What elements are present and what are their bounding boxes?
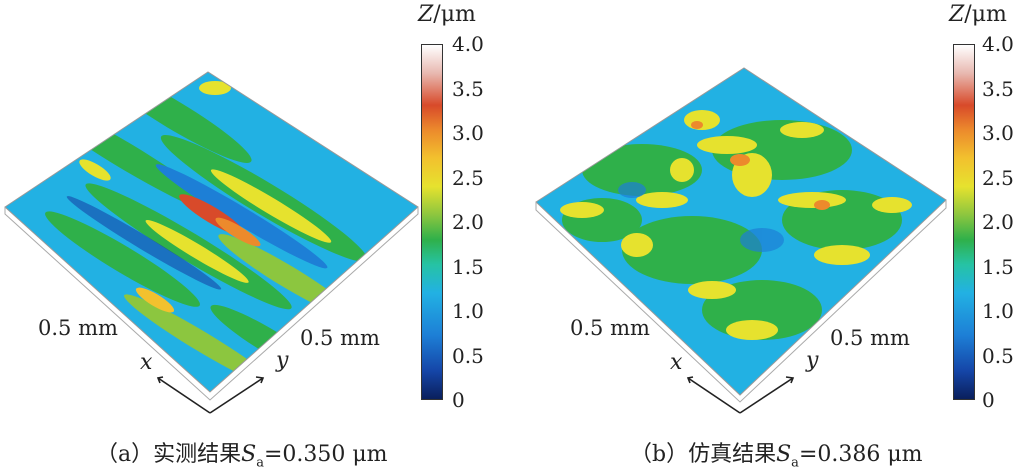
surface-features <box>560 110 912 340</box>
y-extent-label: 0.5 mm <box>830 326 910 350</box>
colorbar-tick: 4.0 <box>452 32 484 56</box>
caption-simulated: （b）仿真结果Sa=0.386 μm <box>630 442 923 471</box>
x-axis-var: x <box>140 350 153 375</box>
y-axis-var: y <box>806 348 819 373</box>
colorbar-tick: 0 <box>982 388 995 412</box>
panel-measured: 0.5 mm 0.5 mm x y Z/μm 4.0 3.5 3.0 2.5 2… <box>4 2 484 471</box>
x-extent-label: 0.5 mm <box>570 316 650 340</box>
colorbar-tick: 2.0 <box>982 210 1014 234</box>
colorbar-tick: 3.5 <box>452 77 484 101</box>
axis-arrows <box>156 376 265 414</box>
panel-simulated: 0.5 mm 0.5 mm x y Z/μm 4.0 3.5 3.0 2.5 2… <box>512 0 1024 473</box>
colorbar-tick: 0.5 <box>452 344 484 368</box>
colorbar-tick: 2.5 <box>982 166 1014 190</box>
colorbar-tick: 4.0 <box>982 32 1014 56</box>
colorbar <box>421 44 443 400</box>
colorbar-tick: 0.5 <box>982 344 1014 368</box>
colorbar-tick: 2.0 <box>452 210 484 234</box>
colorbar-tick: 0 <box>452 388 465 412</box>
colorbar-tick: 1.0 <box>982 299 1014 323</box>
colorbar-tick: 1.5 <box>982 255 1014 279</box>
colorbar-tick: 3.0 <box>982 121 1014 145</box>
surface-plot-measured <box>4 71 419 414</box>
colorbar-tick: 3.0 <box>452 121 484 145</box>
y-extent-label: 0.5 mm <box>300 326 380 350</box>
surface-plot-simulated <box>535 67 947 414</box>
x-extent-label: 0.5 mm <box>38 316 118 340</box>
caption-measured: （a）实测结果Sa=0.350 μm <box>96 442 388 471</box>
axis-arrows <box>686 376 795 414</box>
colorbar-title: Z/μm <box>949 2 1007 27</box>
y-axis-var: y <box>276 348 289 373</box>
colorbar-tick: 1.5 <box>452 255 484 279</box>
x-axis-var: x <box>670 350 683 375</box>
colorbar-title: Z/μm <box>418 2 476 27</box>
colorbar-tick: 1.0 <box>452 299 484 323</box>
colorbar-tick: 2.5 <box>452 166 484 190</box>
colorbar <box>953 44 975 400</box>
colorbar-tick: 3.5 <box>982 77 1014 101</box>
